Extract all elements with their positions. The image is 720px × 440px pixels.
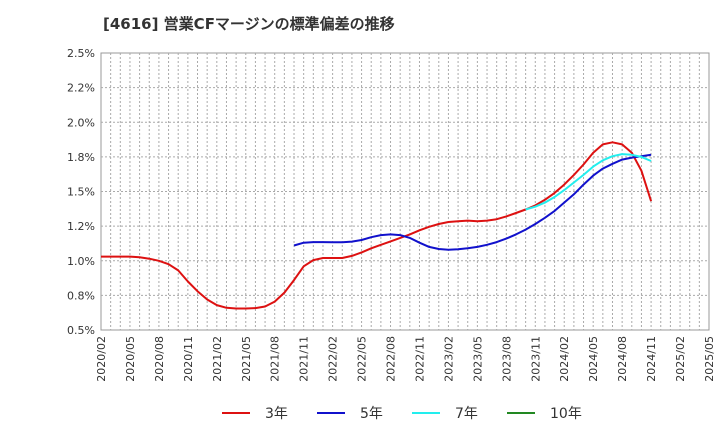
legend: 3年 5年 7年 10年: [222, 406, 582, 422]
x-tick-label: 2021/02: [211, 336, 224, 382]
legend-label: 3年: [265, 406, 288, 422]
x-tick-label: 2021/08: [269, 336, 282, 382]
y-tick-label: 2.2%: [67, 82, 95, 95]
y-tick-label: 2.5%: [67, 47, 95, 60]
series-line: [101, 141, 653, 310]
y-tick-label: 1.5%: [67, 186, 95, 199]
series-line: [293, 153, 652, 251]
x-tick-label: 2022/11: [413, 336, 426, 382]
x-tick-label: 2023/02: [442, 336, 455, 382]
x-tick-label: 2024/05: [587, 336, 600, 382]
x-tick-label: 2023/05: [471, 336, 484, 382]
x-tick-label: 2024/11: [645, 336, 658, 382]
y-tick-label: 2.0%: [67, 116, 95, 129]
x-tick-label: 2020/02: [95, 336, 108, 382]
y-tick-label: 0.8%: [67, 289, 95, 302]
x-tick-label: 2020/11: [182, 336, 195, 382]
x-tick-label: 2021/05: [240, 336, 253, 382]
x-tick-label: 2022/05: [356, 336, 369, 382]
x-tick-label: 2023/08: [500, 336, 513, 382]
y-axis-ticks: 0.5% 0.8% 1.0% 1.2% 1.5% 1.8% 2.0% 2.2% 2.5%: [67, 47, 95, 337]
legend-label: 5年: [360, 406, 383, 422]
chart-title: [4616] 営業CFマージンの標準偏差の推移: [103, 15, 395, 33]
x-tick-label: 2020/05: [124, 336, 137, 382]
legend-label: 7年: [455, 406, 478, 422]
x-tick-label: 2020/08: [153, 336, 166, 382]
y-tick-label: 1.8%: [67, 151, 95, 164]
x-tick-label: 2024/02: [558, 336, 571, 382]
x-axis-ticks: 2020/02 2020/05 2020/08 2020/11 2021/02 2021/…: [95, 336, 716, 382]
x-tick-label: 2022/08: [385, 336, 398, 382]
x-tick-label: 2022/02: [327, 336, 340, 382]
x-tick-label: 2021/11: [298, 336, 311, 382]
y-tick-label: 0.5%: [67, 324, 95, 337]
x-tick-label: 2023/11: [529, 336, 542, 382]
series-lines: [101, 141, 653, 310]
x-tick-label: 2025/05: [703, 336, 716, 382]
y-tick-label: 1.0%: [67, 255, 95, 268]
x-tick-label: 2024/08: [616, 336, 629, 382]
series-line: [525, 153, 652, 211]
x-tick-label: 2025/02: [674, 336, 687, 382]
y-tick-label: 1.2%: [67, 220, 95, 233]
legend-label: 10年: [550, 406, 582, 422]
